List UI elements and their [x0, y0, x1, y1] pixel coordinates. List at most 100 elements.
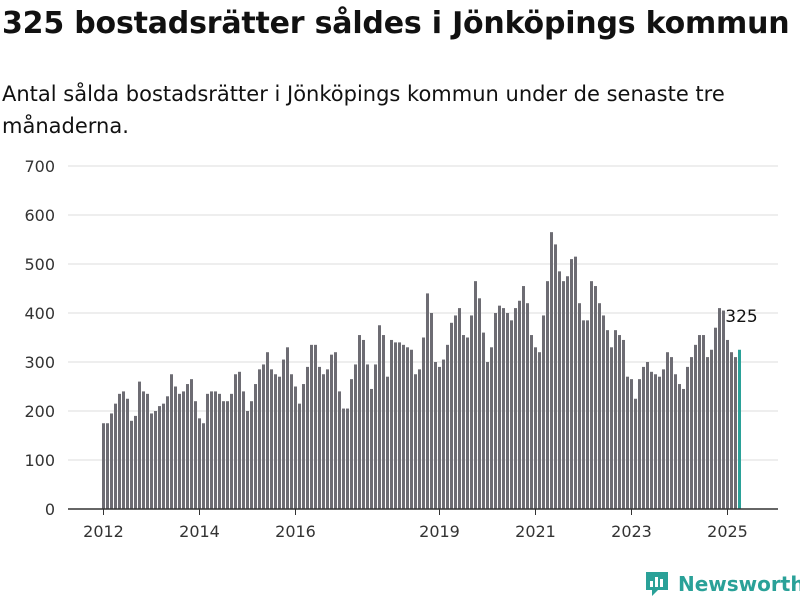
bar	[590, 281, 593, 509]
bar	[574, 256, 577, 509]
bar	[306, 366, 309, 509]
bar	[410, 349, 413, 509]
bar	[110, 413, 113, 509]
bar	[718, 308, 721, 509]
bar	[454, 315, 457, 509]
bar	[690, 357, 693, 509]
bar	[398, 342, 401, 509]
bar	[390, 339, 393, 509]
bar	[134, 415, 137, 509]
bar	[202, 423, 205, 509]
bar	[698, 335, 701, 509]
bar	[598, 303, 601, 509]
bar	[734, 357, 737, 509]
bar	[514, 308, 517, 509]
bar	[642, 366, 645, 509]
bar	[394, 342, 397, 509]
bar	[494, 313, 497, 509]
bar	[710, 349, 713, 509]
bar	[486, 362, 489, 509]
bar	[318, 366, 321, 509]
bar	[614, 330, 617, 509]
bar	[654, 374, 657, 509]
x-tick-label: 2016	[275, 522, 316, 541]
bar	[478, 298, 481, 509]
bar	[442, 359, 445, 509]
bar	[278, 376, 281, 509]
bar	[210, 391, 213, 509]
bar	[562, 281, 565, 509]
bar	[314, 344, 317, 509]
bar	[350, 379, 353, 509]
brand-name: Newsworthy	[678, 572, 800, 596]
bar	[466, 337, 469, 509]
bar	[618, 335, 621, 509]
bar	[262, 364, 265, 509]
chart-subtitle: Antal sålda bostadsrätter i Jönköpings k…	[2, 82, 725, 138]
bar	[482, 332, 485, 509]
bar	[230, 393, 233, 509]
bar	[286, 347, 289, 509]
bar	[470, 315, 473, 509]
bar	[582, 320, 585, 509]
bar	[282, 359, 285, 509]
bar	[382, 335, 385, 509]
bar	[162, 403, 165, 509]
bar	[190, 379, 193, 509]
bar	[174, 386, 177, 509]
bar	[138, 381, 141, 509]
bar	[374, 364, 377, 509]
bar	[586, 320, 589, 509]
bar	[378, 325, 381, 509]
x-tick-label: 2021	[515, 522, 556, 541]
bar	[714, 327, 717, 509]
bar	[362, 339, 365, 509]
bar	[610, 347, 613, 509]
brand-logo: Newsworthy	[644, 568, 800, 600]
bar	[666, 352, 669, 509]
bar	[462, 335, 465, 509]
bar	[250, 401, 253, 509]
bar	[538, 352, 541, 509]
bar	[118, 393, 121, 509]
bar	[458, 308, 461, 509]
highlight-bar	[738, 349, 741, 509]
bar	[418, 369, 421, 509]
bar	[222, 401, 225, 509]
bar	[626, 376, 629, 509]
bar	[106, 423, 109, 509]
bar	[674, 374, 677, 509]
bar	[630, 379, 633, 509]
bar	[270, 369, 273, 509]
bar	[206, 393, 209, 509]
bar	[226, 401, 229, 509]
y-tick-label: 200	[24, 402, 55, 421]
bar	[402, 344, 405, 509]
bar	[558, 271, 561, 509]
bar	[634, 398, 637, 509]
bar	[622, 339, 625, 509]
x-tick-label: 2019	[419, 522, 460, 541]
bar	[726, 339, 729, 509]
bar	[214, 391, 217, 509]
bar	[526, 303, 529, 509]
bar	[474, 281, 477, 509]
bar	[490, 347, 493, 509]
bar	[266, 352, 269, 509]
bar	[594, 286, 597, 509]
bar	[566, 276, 569, 509]
bar	[602, 315, 605, 509]
bar	[694, 344, 697, 509]
bar	[310, 344, 313, 509]
bar	[298, 403, 301, 509]
y-tick-label: 500	[24, 255, 55, 274]
bar	[658, 376, 661, 509]
bar	[302, 384, 305, 509]
bar	[154, 411, 157, 509]
bar	[194, 401, 197, 509]
bar	[534, 347, 537, 509]
y-tick-label: 700	[24, 157, 55, 176]
bar	[522, 286, 525, 509]
bar	[646, 362, 649, 509]
bar	[506, 313, 509, 509]
